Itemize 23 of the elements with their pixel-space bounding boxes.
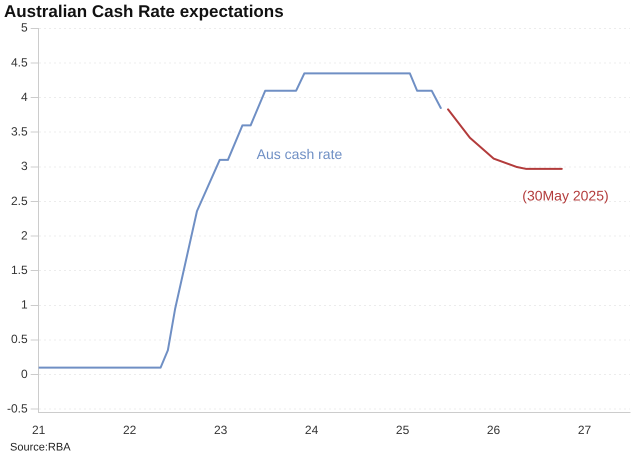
- x-tick-label: 23: [214, 423, 228, 438]
- x-tick-label: 21: [32, 423, 46, 438]
- x-tick-label: 27: [578, 423, 592, 438]
- x-tick-label: 22: [122, 423, 137, 438]
- x-tick-label: 25: [396, 423, 410, 438]
- series-label: (30May 2025): [522, 188, 609, 204]
- x-tick-label: 26: [486, 423, 501, 438]
- x-tick-label: 24: [304, 423, 319, 438]
- y-tick-label: 3.5: [10, 124, 28, 139]
- y-tick-label: 5: [20, 20, 28, 35]
- y-tick-label: 2.5: [10, 194, 28, 208]
- source-note: Source:RBA: [10, 442, 72, 454]
- y-tick-label: 2: [20, 228, 28, 242]
- y-tick-label: 3: [20, 159, 28, 174]
- y-tick-label: 4.5: [10, 55, 28, 70]
- y-tick-label: -0.5: [6, 401, 28, 416]
- y-tick-label: 1: [20, 298, 28, 312]
- y-tick-label: 0: [20, 366, 28, 381]
- y-tick-label: 4: [20, 90, 28, 104]
- chart-title: Australian Cash Rate expectations: [4, 2, 284, 21]
- y-tick-label: 0.5: [10, 332, 28, 346]
- series-label: Aus cash rate: [256, 146, 342, 162]
- y-tick-label: 1.5: [10, 263, 28, 277]
